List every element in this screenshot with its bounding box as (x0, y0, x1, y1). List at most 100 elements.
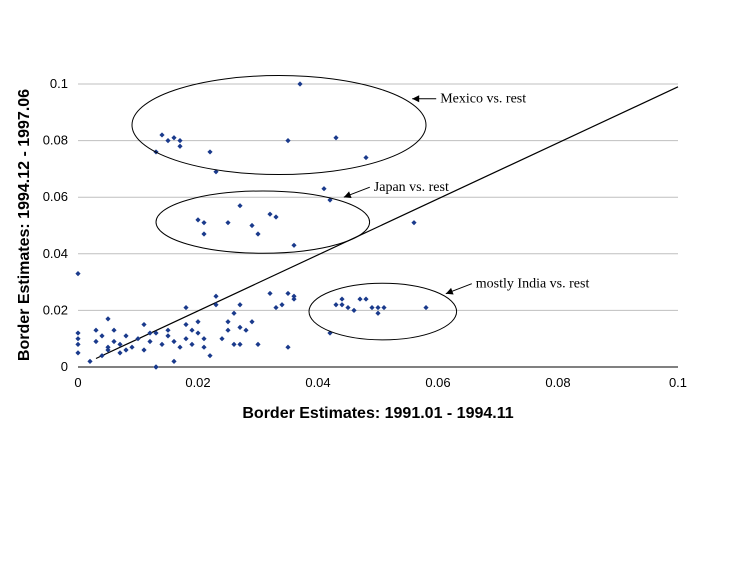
data-point (207, 149, 213, 155)
data-point (255, 341, 261, 347)
data-point (153, 364, 159, 370)
data-point (213, 302, 219, 308)
data-point (369, 304, 375, 311)
data-point (189, 327, 195, 333)
y-tick-label: 0.02 (43, 302, 68, 317)
data-point (165, 333, 171, 339)
x-tick-label: 0.02 (185, 375, 210, 390)
data-point (339, 296, 345, 302)
data-point (201, 336, 207, 342)
data-point (165, 327, 171, 333)
data-point (141, 321, 147, 328)
data-point (351, 307, 357, 313)
data-point (237, 203, 243, 209)
annotation-ellipse (308, 282, 458, 341)
y-tick-label: 0.04 (43, 246, 68, 261)
data-point (207, 353, 213, 359)
data-point (285, 344, 291, 350)
arrow-head (343, 191, 352, 198)
annotation-label: Mexico vs. rest (440, 92, 526, 107)
data-point (381, 304, 387, 311)
data-point (225, 327, 231, 333)
data-point (375, 304, 381, 311)
data-point (159, 132, 165, 138)
data-point (225, 319, 231, 325)
data-point (123, 333, 129, 339)
data-point (147, 338, 153, 345)
data-point (255, 231, 261, 237)
data-point (423, 304, 429, 311)
data-point (183, 304, 189, 311)
annotations: Mexico vs. rest Japan vs. rest mostly Indi… (131, 75, 590, 341)
data-point (327, 197, 333, 203)
x-tick-label: 0 (74, 375, 81, 390)
annotation-label: Japan vs. rest (374, 180, 449, 195)
data-point (177, 143, 183, 149)
data-point (153, 330, 159, 336)
x-tick-label: 0.06 (425, 375, 450, 390)
data-point (117, 341, 123, 347)
data-point (129, 344, 135, 350)
data-point (273, 214, 279, 220)
data-point (171, 338, 177, 345)
annotation-label: mostly India vs. rest (476, 277, 590, 292)
data-point (93, 327, 99, 333)
y-tick-label: 0.1 (50, 76, 68, 91)
data-point (195, 217, 201, 223)
data-point (189, 341, 195, 347)
data-point (75, 271, 81, 277)
data-point (285, 290, 291, 297)
data-point (201, 344, 207, 350)
data-point (297, 81, 303, 87)
y-axis-title: Border Estimates: 1994.12 - 1997.06 (16, 89, 33, 361)
data-point (363, 296, 369, 302)
data-point (375, 310, 381, 316)
y-tick-label: 0 (61, 359, 68, 374)
data-point (249, 319, 255, 325)
data-point (105, 344, 111, 350)
data-point (231, 310, 237, 316)
data-point (87, 358, 93, 364)
data-point (279, 302, 285, 308)
tick-labels: 0 0.02 0.04 0.06 0.08 0.1 0 0.02 0.04 0.06 0.08 0.1 (43, 76, 687, 390)
data-point (201, 220, 207, 226)
data-point (165, 138, 171, 144)
data-point (75, 341, 81, 347)
data-point (291, 293, 297, 299)
data-point (339, 302, 345, 308)
data-point (195, 330, 201, 336)
data-point (75, 336, 81, 342)
data-point (291, 296, 297, 302)
data-point (333, 302, 339, 308)
data-point (171, 358, 177, 364)
x-axis-title: Border Estimates: 1991.01 - 1994.11 (242, 405, 513, 422)
data-point (267, 211, 273, 217)
arrow-head (412, 95, 420, 103)
data-point (147, 330, 153, 336)
arrow-head (445, 287, 454, 295)
data-point (99, 353, 105, 359)
data-point (333, 135, 339, 141)
data-point (231, 341, 237, 347)
data-points (75, 81, 429, 370)
data-point (201, 231, 207, 237)
x-tick-label: 0.1 (669, 375, 687, 390)
data-point (111, 338, 117, 345)
data-point (411, 220, 417, 226)
data-point (267, 290, 273, 297)
annotation-ellipse (131, 75, 427, 176)
x-tick-label: 0.08 (545, 375, 570, 390)
data-point (111, 327, 117, 333)
data-point (225, 220, 231, 226)
data-point (237, 324, 243, 330)
data-point (177, 344, 183, 350)
data-point (213, 293, 219, 299)
data-point (183, 336, 189, 342)
trend-line (95, 86, 679, 360)
data-point (345, 304, 351, 311)
data-point (105, 316, 111, 322)
data-point (171, 135, 177, 141)
reference-line (95, 86, 679, 360)
data-point (159, 341, 165, 347)
y-tick-label: 0.06 (43, 189, 68, 204)
